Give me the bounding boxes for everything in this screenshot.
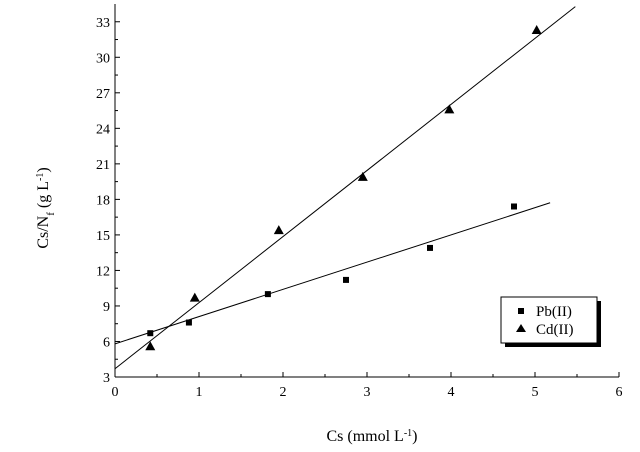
y-axis-title-pre: Cs/N [35, 215, 52, 248]
y-tick-label: 9 [103, 300, 110, 315]
y-tick-label: 12 [96, 264, 110, 279]
legend-marker-pb [518, 308, 524, 314]
y-tick-label: 30 [96, 51, 110, 66]
y-axis-title: Cs/Nf (g L-1) [35, 167, 58, 248]
pb-data-point [343, 276, 349, 283]
y-axis-title-sup: -1 [35, 173, 46, 181]
legend-label-pb: Pb(II) [536, 304, 572, 320]
pb-data-point [427, 244, 433, 251]
y-tick-label: 21 [96, 158, 110, 173]
pb-data-point [511, 203, 517, 210]
x-tick-label: 4 [448, 385, 455, 400]
cd-data-point [357, 171, 368, 181]
x-ticks: 0 1 2 3 4 5 6 [112, 372, 623, 400]
cd-data-point [273, 225, 284, 235]
y-axis-title-close: ) [35, 167, 52, 172]
legend-box [500, 296, 598, 344]
x-tick-label: 3 [364, 385, 371, 400]
fit-line-cd [114, 6, 576, 370]
cd-data-point [189, 292, 200, 302]
pb-data-point [264, 291, 271, 298]
legend-label-cd: Cd(II) [536, 322, 574, 338]
legend: Pb(II) Cd(II) [500, 296, 601, 347]
y-tick-label: 24 [96, 122, 110, 137]
y-axis-title-mid: (g L [35, 181, 52, 212]
x-axis-title-main: Cs (mmol L [326, 428, 403, 445]
x-tick-label: 1 [196, 385, 203, 400]
x-tick-label: 2 [280, 385, 287, 400]
y-tick-label: 18 [96, 193, 110, 208]
y-tick-label: 27 [96, 87, 110, 102]
cd-data-point [444, 104, 455, 114]
pb-data-point [185, 319, 192, 326]
cd-data-point [145, 341, 156, 351]
legend-marker-cd [516, 324, 526, 332]
x-axis-title-sup: -1 [404, 428, 412, 439]
x-tick-label: 5 [532, 385, 539, 400]
fit-line-pb [114, 202, 551, 345]
y-tick-label: 3 [103, 371, 110, 386]
x-axis-title: Cs (mmol L-1) [326, 428, 417, 446]
y-ticks: 3 6 9 12 15 18 21 24 27 30 33 [96, 16, 120, 386]
data-points [145, 25, 542, 351]
x-axis-title-close: ) [412, 428, 417, 445]
y-tick-label: 33 [96, 16, 110, 31]
x-tick-label: 0 [112, 385, 119, 400]
y-axis-title-sub: f [45, 212, 57, 216]
pb-data-point [147, 330, 154, 337]
y-tick-label: 15 [96, 229, 110, 244]
cd-data-point [531, 25, 542, 35]
y-tick-label: 6 [103, 335, 110, 350]
x-tick-label: 6 [616, 385, 623, 400]
